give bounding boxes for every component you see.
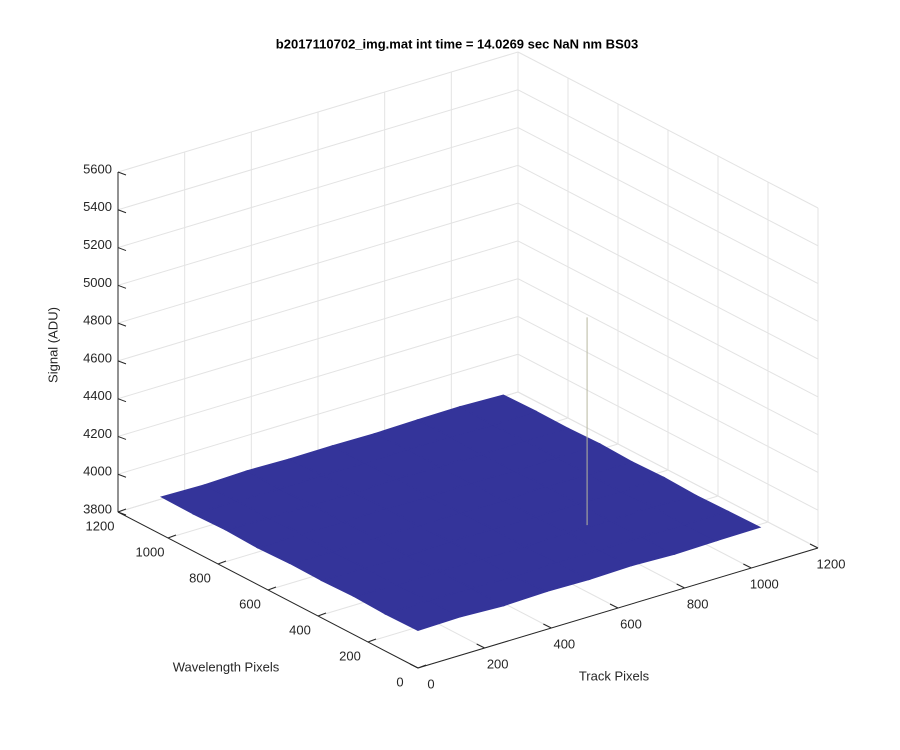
y-tick-label: 200 — [339, 648, 361, 663]
tick-mark — [676, 583, 685, 589]
tick-mark — [609, 603, 619, 609]
grid-line — [517, 127, 819, 284]
tick-mark — [117, 209, 127, 214]
z-tick-label: 4400 — [83, 388, 112, 403]
grid-line — [517, 391, 819, 549]
grid-line — [117, 164, 519, 286]
tick-mark — [117, 508, 127, 513]
grid-line — [117, 278, 519, 400]
grid-line — [117, 89, 519, 211]
grid-line — [517, 240, 819, 398]
tick-mark — [117, 473, 127, 478]
grid-line — [117, 315, 519, 437]
grid-line — [517, 202, 819, 360]
tick-mark — [117, 435, 127, 440]
tick-mark — [743, 563, 752, 569]
surface-cell — [458, 394, 538, 426]
z-axis-label: Signal (ADU) — [45, 307, 60, 383]
y-tick-label: 1000 — [136, 544, 165, 559]
z-tick-label: 4800 — [83, 313, 112, 328]
x-tick-label: 1200 — [817, 556, 846, 571]
grid-line — [117, 127, 519, 249]
grid-line — [517, 51, 819, 209]
grid-line — [517, 278, 819, 436]
x-tick-label: 0 — [427, 676, 434, 691]
tick-mark — [543, 623, 552, 629]
z-tick-label: 3800 — [83, 501, 112, 516]
y-tick-label: 600 — [239, 596, 261, 611]
grid-line — [517, 164, 819, 322]
grid-line — [117, 202, 519, 324]
tick-mark — [417, 664, 427, 669]
x-axis-label: Track Pixels — [579, 668, 650, 683]
x-tick-label: 600 — [620, 616, 642, 631]
tick-mark — [117, 511, 127, 516]
grid-line — [517, 316, 819, 473]
chart-title: b2017110702_img.mat int time = 14.0269 s… — [276, 36, 638, 51]
tick-mark — [217, 560, 227, 565]
y-tick-label: 0 — [396, 674, 403, 689]
z-tick-label: 4600 — [83, 350, 112, 365]
x-tick-label: 400 — [553, 636, 575, 651]
tick-mark — [117, 284, 127, 289]
tick-mark — [117, 247, 127, 252]
z-tick-label: 5400 — [83, 199, 112, 214]
tick-mark — [117, 360, 127, 365]
tick-mark — [117, 322, 127, 327]
z-tick-label: 5200 — [83, 237, 112, 252]
tick-mark — [809, 543, 819, 549]
z-tick-label: 5000 — [83, 275, 112, 290]
grid-line — [117, 51, 519, 173]
tick-mark — [167, 534, 177, 539]
x-tick-label: 200 — [487, 656, 509, 671]
tick-mark — [367, 638, 377, 643]
tick-mark — [267, 586, 277, 591]
x-tick-label: 800 — [687, 596, 709, 611]
tick-mark — [476, 643, 485, 649]
tick-mark — [117, 398, 127, 403]
grid-line — [117, 240, 519, 362]
grid-line — [517, 89, 819, 247]
tick-mark — [409, 663, 419, 669]
x-tick-label: 1000 — [750, 576, 779, 591]
grid-line — [117, 353, 519, 475]
y-tick-label: 1200 — [86, 518, 115, 533]
tick-mark — [317, 612, 327, 617]
z-tick-label: 5600 — [83, 161, 112, 176]
y-tick-label: 800 — [189, 570, 211, 585]
z-tick-label: 4000 — [83, 464, 112, 479]
z-tick-label: 4200 — [83, 426, 112, 441]
tick-mark — [117, 171, 127, 176]
y-tick-label: 400 — [289, 622, 311, 637]
y-axis-label: Wavelength Pixels — [173, 659, 280, 674]
grid-line — [517, 353, 819, 511]
